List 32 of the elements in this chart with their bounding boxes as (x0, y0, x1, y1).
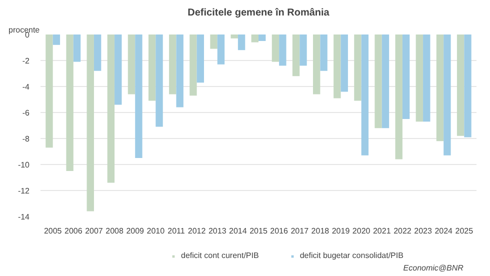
x-tick-label: 2020 (352, 226, 371, 236)
x-tick-label: 2015 (250, 226, 268, 236)
text: Economic@BNR (403, 264, 464, 273)
x-tick-label: 2013 (208, 226, 227, 236)
x-tick-label: 2008 (106, 226, 124, 236)
x-tick-label: 2009 (126, 226, 145, 236)
y-tick-label: -14 (18, 212, 30, 222)
y-tick-label: -2 (22, 56, 30, 66)
chart-title: Deficitele gemene în România (188, 8, 330, 18)
x-tick-label: 2017 (290, 226, 310, 236)
legend-label: deficit cont curent/PIB (181, 251, 259, 260)
x-tick-label: 2012 (188, 226, 206, 236)
x-tick-label: 2023 (414, 226, 432, 236)
x-tick-label: 2019 (332, 226, 350, 236)
x-tick-label: 2021 (373, 226, 392, 236)
x-tick-label: 2006 (64, 226, 83, 236)
x-tick-label: 2025 (455, 226, 474, 236)
legend-label: deficit bugetar consolidat/PIB (300, 251, 404, 260)
y-tick-label: -6 (22, 108, 30, 118)
x-tick-label: 2022 (394, 226, 412, 236)
x-tick-label: 2007 (85, 226, 104, 236)
x-tick-label: 2018 (311, 226, 330, 236)
x-tick-label: 2024 (434, 226, 454, 236)
x-tick-label: 2014 (229, 226, 248, 236)
x-tick-label: 2010 (146, 226, 166, 236)
x-tick-label: 2016 (270, 226, 289, 236)
x-tick-label: 2011 (168, 226, 186, 236)
y-tick-label: -12 (18, 186, 30, 196)
x-tick-label: 2005 (44, 226, 62, 236)
y-tick-label: -10 (18, 160, 30, 170)
y-tick-label: -4 (22, 82, 30, 92)
y-tick-label: -8 (22, 134, 30, 144)
